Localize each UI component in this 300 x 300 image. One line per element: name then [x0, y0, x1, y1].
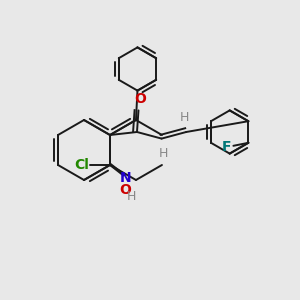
Text: O: O: [134, 92, 146, 106]
Text: N: N: [120, 172, 131, 185]
Text: H: H: [158, 147, 168, 160]
Text: O: O: [119, 183, 131, 197]
Text: H: H: [180, 111, 189, 124]
Text: Cl: Cl: [74, 158, 89, 172]
Text: H: H: [127, 190, 136, 202]
Text: F: F: [222, 140, 231, 154]
